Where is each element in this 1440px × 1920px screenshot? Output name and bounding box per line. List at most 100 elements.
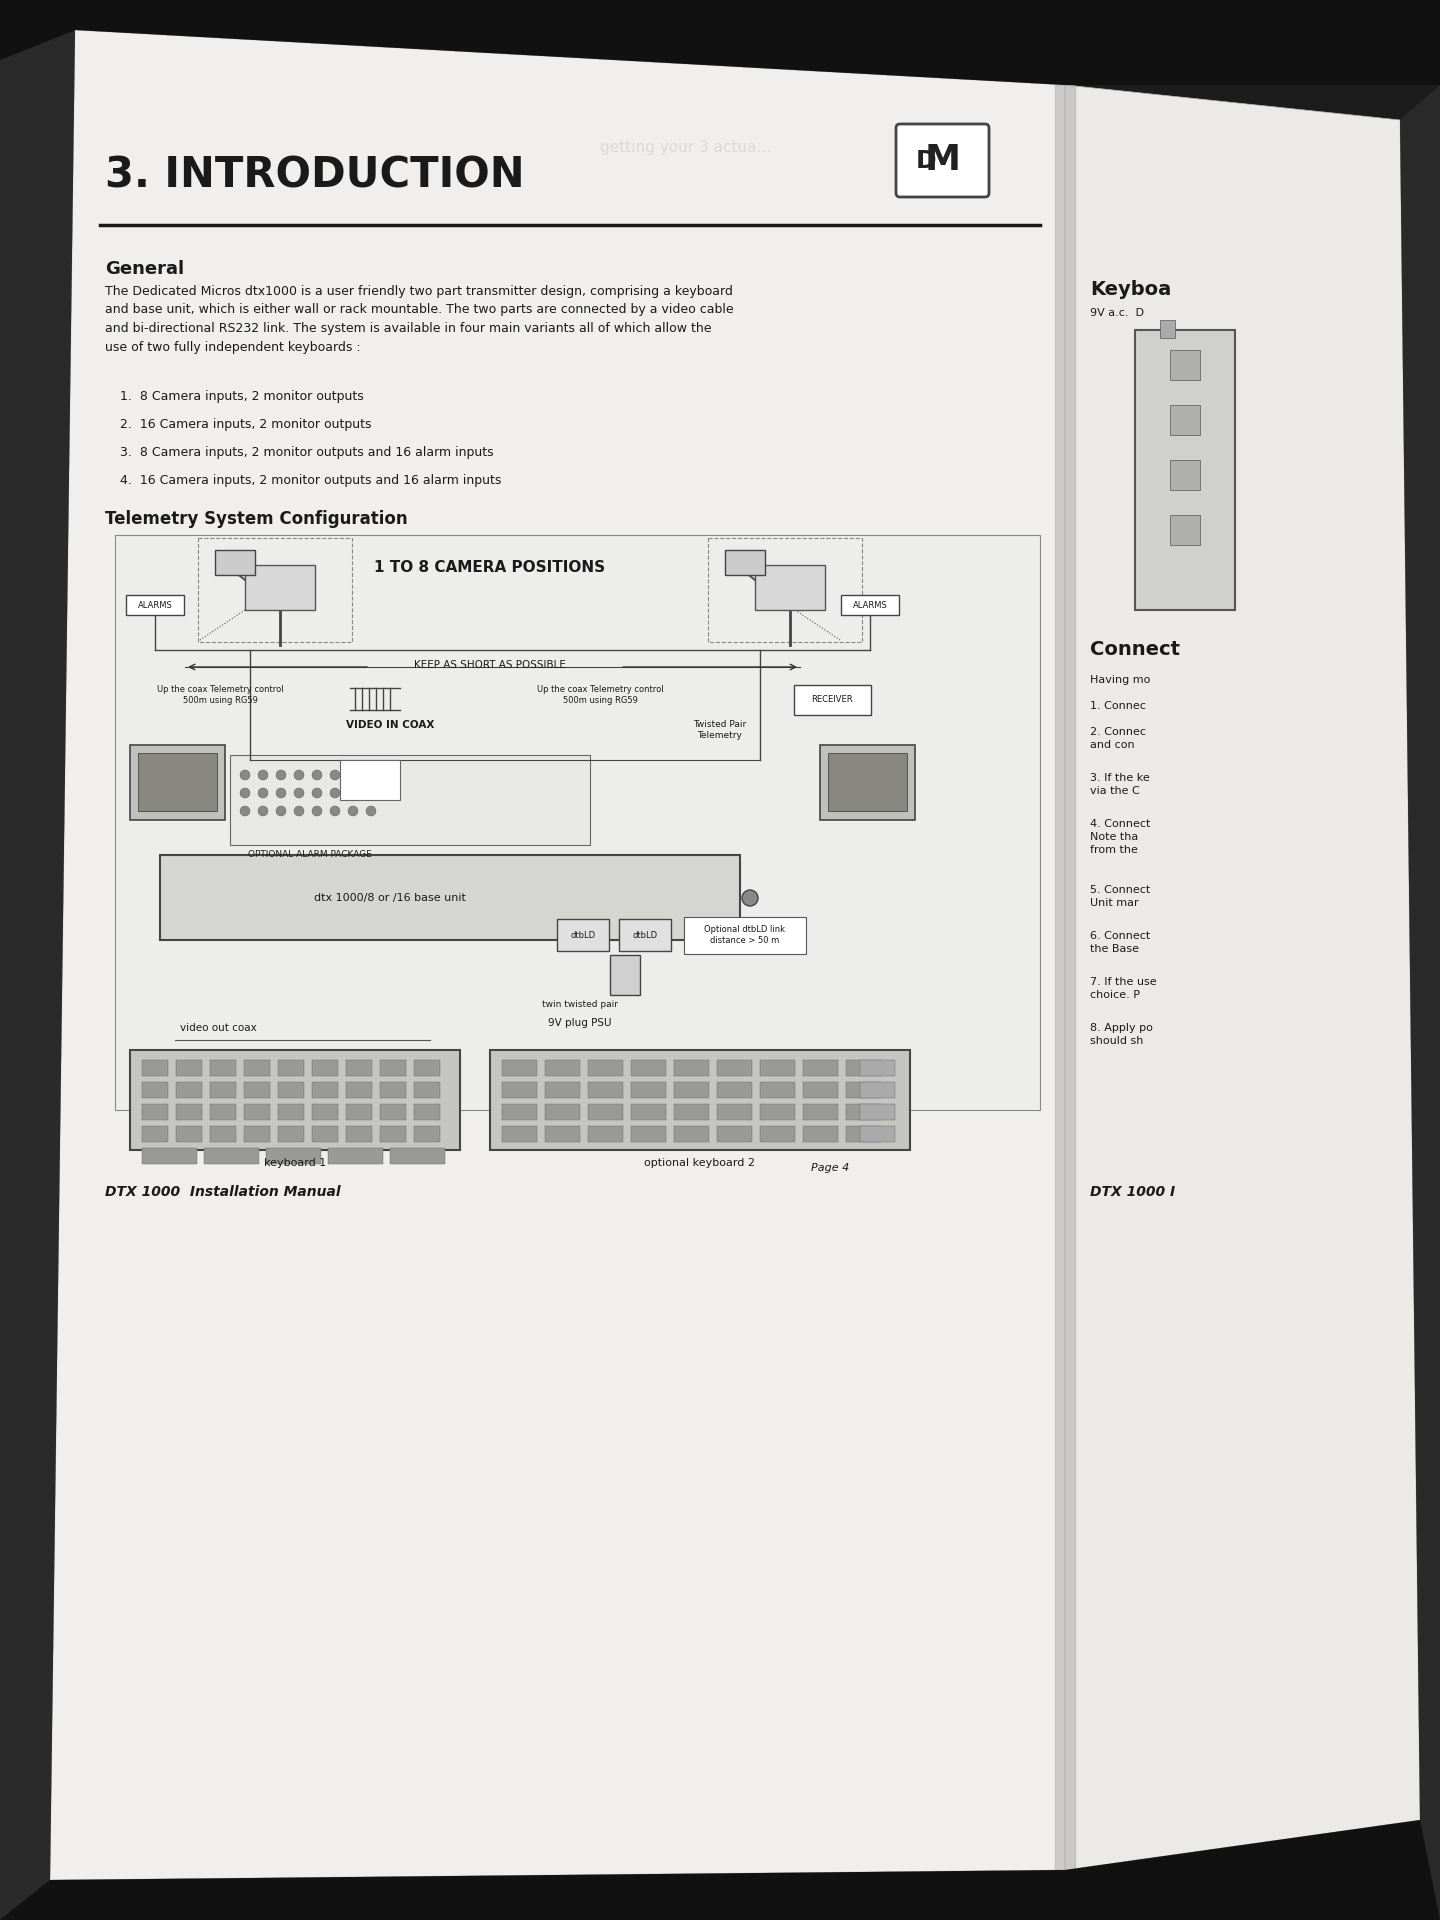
Text: ALARMS: ALARMS [138, 601, 173, 609]
Bar [760, 1060, 795, 1075]
Bar [415, 1060, 441, 1075]
Bar [717, 1125, 752, 1142]
Bar [243, 1104, 271, 1119]
Bar [278, 1125, 304, 1142]
Circle shape [366, 806, 376, 816]
Bar [804, 1104, 838, 1119]
Bar [245, 564, 315, 611]
Bar [503, 1104, 537, 1119]
Polygon shape [1400, 84, 1440, 1920]
Bar [243, 1060, 271, 1075]
Bar [544, 1060, 580, 1075]
Circle shape [312, 787, 323, 799]
Text: Optional dtbLD link
distance > 50 m: Optional dtbLD link distance > 50 m [704, 925, 785, 945]
Text: 1 TO 8 CAMERA POSITIONS: 1 TO 8 CAMERA POSITIONS [374, 561, 606, 574]
Text: 2. Connec
and con: 2. Connec and con [1090, 728, 1146, 751]
Bar [210, 1060, 236, 1075]
Bar [312, 1104, 338, 1119]
Bar [503, 1060, 537, 1075]
Bar [819, 745, 914, 820]
Bar [588, 1083, 624, 1098]
Bar [760, 1083, 795, 1098]
Bar [143, 1060, 168, 1075]
Bar [860, 1104, 896, 1119]
Polygon shape [1066, 84, 1420, 1870]
Circle shape [240, 787, 251, 799]
Bar [544, 1104, 580, 1119]
Text: 9V plug PSU: 9V plug PSU [549, 1018, 612, 1027]
Bar [1135, 330, 1236, 611]
Text: 3. If the ke
via the C: 3. If the ke via the C [1090, 774, 1149, 797]
Bar [588, 1125, 624, 1142]
Bar [346, 1125, 372, 1142]
Bar [717, 1083, 752, 1098]
Bar [312, 1060, 338, 1075]
Polygon shape [0, 0, 1440, 84]
Bar [143, 1148, 197, 1164]
Bar [588, 1104, 624, 1119]
Bar [160, 854, 740, 941]
Bar [215, 549, 255, 574]
Bar [847, 1104, 881, 1119]
Polygon shape [50, 31, 1066, 1880]
Bar [674, 1060, 708, 1075]
Bar [380, 1125, 406, 1142]
Text: 5. Connect
Unit mar: 5. Connect Unit mar [1090, 885, 1151, 908]
Bar [611, 954, 639, 995]
Bar [204, 1148, 259, 1164]
Text: RECEIVER: RECEIVER [811, 695, 852, 705]
Text: 9V a.c.  D: 9V a.c. D [1090, 307, 1143, 319]
Bar [115, 536, 1040, 1110]
Text: Up the coax Telemetry control
500m using RG59: Up the coax Telemetry control 500m using… [157, 685, 284, 705]
Circle shape [258, 806, 268, 816]
Circle shape [276, 770, 287, 780]
Text: Having mo: Having mo [1090, 676, 1151, 685]
Text: 6. Connect
the Base: 6. Connect the Base [1090, 931, 1151, 954]
Text: The Dedicated Micros dtx1000 is a user friendly two part transmitter design, com: The Dedicated Micros dtx1000 is a user f… [105, 284, 733, 353]
Bar [415, 1104, 441, 1119]
Circle shape [276, 787, 287, 799]
Bar [804, 1125, 838, 1142]
Text: DTX 1000  Installation Manual: DTX 1000 Installation Manual [105, 1185, 341, 1198]
Bar [490, 1050, 910, 1150]
Bar [544, 1125, 580, 1142]
Circle shape [240, 770, 251, 780]
Bar [860, 1083, 896, 1098]
Bar [130, 745, 225, 820]
Circle shape [312, 806, 323, 816]
Bar [143, 1104, 168, 1119]
Bar [804, 1060, 838, 1075]
Circle shape [348, 787, 359, 799]
Bar [828, 753, 907, 810]
Bar [588, 1060, 624, 1075]
Circle shape [258, 770, 268, 780]
Bar [847, 1083, 881, 1098]
Bar [847, 1060, 881, 1075]
Bar [346, 1060, 372, 1075]
Bar [210, 1083, 236, 1098]
Bar [176, 1083, 202, 1098]
Bar [266, 1148, 321, 1164]
Text: 1. Connec: 1. Connec [1090, 701, 1146, 710]
Bar [312, 1083, 338, 1098]
Text: 8. Apply po
should sh: 8. Apply po should sh [1090, 1023, 1153, 1046]
Bar [340, 760, 400, 801]
Circle shape [348, 770, 359, 780]
Bar [243, 1083, 271, 1098]
Text: ALARMS: ALARMS [852, 601, 887, 609]
FancyBboxPatch shape [557, 920, 609, 950]
Text: 4. Connect
Note tha
from the: 4. Connect Note tha from the [1090, 820, 1151, 856]
Polygon shape [0, 1820, 1440, 1920]
Text: Up the coax Telemetry control
500m using RG59: Up the coax Telemetry control 500m using… [537, 685, 664, 705]
Text: video out coax: video out coax [180, 1023, 256, 1033]
Bar [860, 1060, 896, 1075]
Bar [1056, 84, 1076, 1870]
Bar [230, 755, 590, 845]
Bar [860, 1125, 896, 1142]
Text: dtbLD: dtbLD [570, 931, 596, 939]
Bar [631, 1104, 665, 1119]
Circle shape [240, 806, 251, 816]
Bar [1169, 405, 1200, 436]
Bar [760, 1125, 795, 1142]
Text: keyboard 1: keyboard 1 [264, 1158, 325, 1167]
